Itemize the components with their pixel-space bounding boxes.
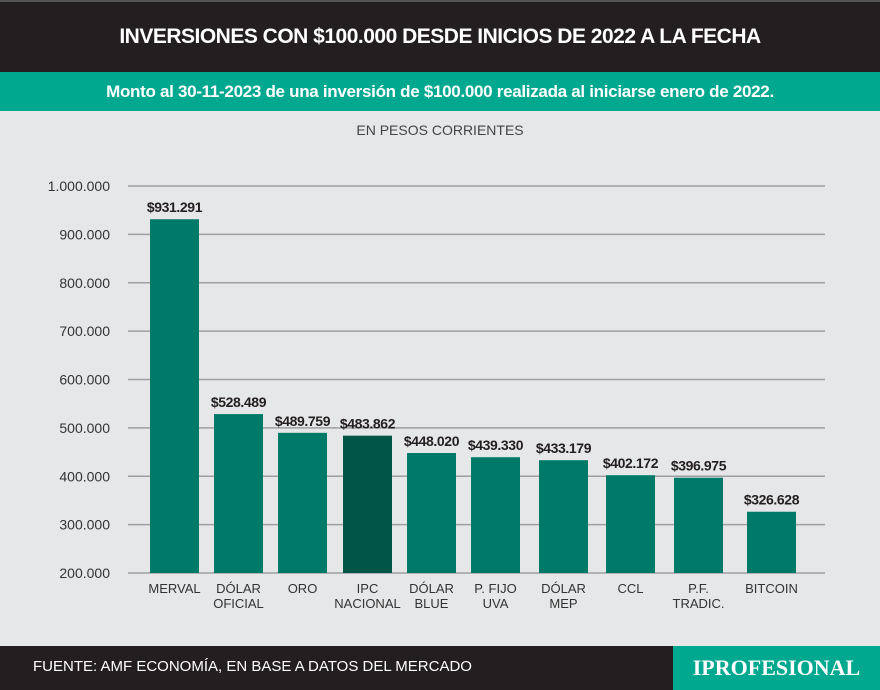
chart-title: INVERSIONES CON $100.000 DESDE INICIOS D… (0, 0, 880, 72)
bar (343, 435, 392, 573)
chart-subtitle: Monto al 30-11-2023 de una inversión de … (0, 72, 880, 111)
x-tick-label: NACIONAL (334, 596, 400, 611)
bar (606, 475, 655, 573)
data-label: $931.291 (147, 199, 203, 215)
data-label: $433.179 (536, 440, 592, 456)
bar-chart: 200.000 300.000 400.000 500.000 600.000 700.0… (48, 178, 825, 611)
unit-label: EN PESOS CORRIENTES (356, 122, 524, 138)
data-label: $483.862 (340, 416, 396, 432)
y-tick-label: 1.000.000 (48, 178, 110, 194)
y-tick-label: 900.000 (59, 226, 110, 242)
bar (150, 219, 199, 573)
x-tick-label: TRADIC. (673, 596, 725, 611)
x-tick-label: CCL (617, 581, 643, 596)
bar (539, 460, 588, 573)
data-label: $489.759 (275, 413, 331, 429)
x-tick-label: OFICIAL (213, 596, 264, 611)
source-note: FUENTE: AMF ECONOMÍA, EN BASE A DATOS DE… (33, 658, 472, 675)
brand-logo: IPROFESIONAL (673, 646, 880, 690)
x-tick-label: DÓLAR (216, 581, 261, 596)
data-label: $326.628 (744, 492, 800, 508)
y-tick-label: 700.000 (59, 323, 110, 339)
y-tick-label: 200.000 (59, 565, 110, 581)
x-tick-label: P.F. (688, 581, 709, 596)
y-tick-label: 300.000 (59, 517, 110, 533)
x-tick-label: BLUE (415, 596, 449, 611)
x-tick-label: DÓLAR (541, 581, 586, 596)
x-tick-label: DÓLAR (409, 581, 454, 596)
x-tick-label: ORO (288, 581, 318, 596)
bar (407, 453, 456, 573)
x-tick-label: MEP (549, 596, 577, 611)
data-label: $448.020 (404, 433, 460, 449)
x-tick-label: BITCOIN (745, 581, 798, 596)
footer: FUENTE: AMF ECONOMÍA, EN BASE A DATOS DE… (0, 646, 880, 690)
data-label: $528.489 (211, 394, 267, 410)
y-tick-label: 500.000 (59, 420, 110, 436)
x-tick-label: P. FIJO (474, 581, 516, 596)
x-tick-label: IPC (357, 581, 379, 596)
bar (278, 432, 327, 573)
data-label: $402.172 (603, 455, 659, 471)
bar (214, 414, 263, 573)
y-tick-label: 400.000 (59, 468, 110, 484)
x-tick-label: MERVAL (148, 581, 200, 596)
data-label: $396.975 (671, 458, 727, 474)
y-tick-label: 800.000 (59, 275, 110, 291)
x-tick-label: UVA (483, 596, 509, 611)
bar (747, 511, 796, 573)
data-label: $439.330 (468, 437, 524, 453)
bar (674, 477, 723, 573)
y-tick-label: 600.000 (59, 372, 110, 388)
bar (471, 457, 520, 573)
